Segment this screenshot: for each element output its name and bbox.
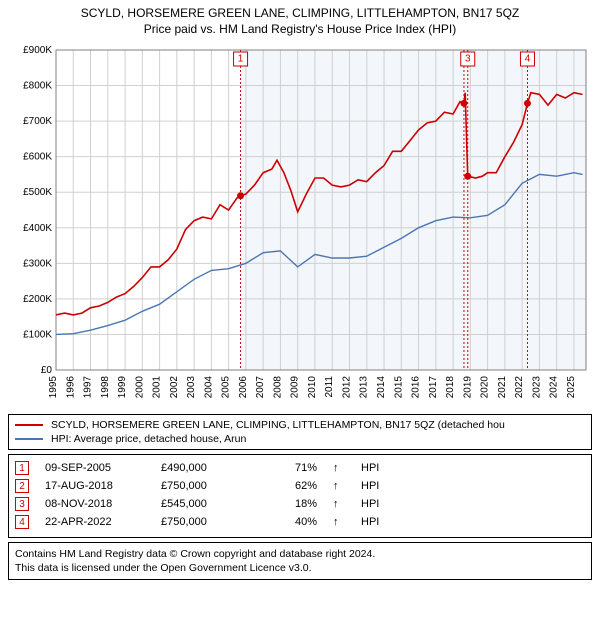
svg-text:2024: 2024 <box>549 376 560 399</box>
svg-text:2007: 2007 <box>255 376 266 399</box>
title-block: SCYLD, HORSEMERE GREEN LANE, CLIMPING, L… <box>8 6 592 36</box>
svg-text:2014: 2014 <box>376 376 387 399</box>
event-suffix: HPI <box>361 498 379 510</box>
svg-text:4: 4 <box>525 54 531 65</box>
event-row: 2 17-AUG-2018 £750,000 62% ↑ HPI <box>15 479 585 493</box>
svg-text:3: 3 <box>465 54 471 65</box>
event-marker: 1 <box>15 461 29 475</box>
svg-text:2004: 2004 <box>203 376 214 399</box>
svg-text:£600K: £600K <box>23 152 52 163</box>
svg-text:£900K: £900K <box>23 45 52 56</box>
svg-text:2005: 2005 <box>221 376 232 399</box>
legend-swatch-property <box>15 424 43 426</box>
svg-text:£800K: £800K <box>23 81 52 92</box>
page-container: SCYLD, HORSEMERE GREEN LANE, CLIMPING, L… <box>0 0 600 588</box>
event-row: 3 08-NOV-2018 £545,000 18% ↑ HPI <box>15 497 585 511</box>
event-date: 22-APR-2022 <box>45 516 145 528</box>
event-pct: 40% <box>267 516 317 528</box>
event-date: 08-NOV-2018 <box>45 498 145 510</box>
event-date: 17-AUG-2018 <box>45 480 145 492</box>
footer-line-2: This data is licensed under the Open Gov… <box>15 561 585 575</box>
event-row: 1 09-SEP-2005 £490,000 71% ↑ HPI <box>15 461 585 475</box>
svg-text:1997: 1997 <box>83 376 94 399</box>
svg-text:2025: 2025 <box>566 376 577 399</box>
svg-text:2009: 2009 <box>290 376 301 399</box>
event-pct: 18% <box>267 498 317 510</box>
svg-text:2013: 2013 <box>359 376 370 399</box>
footer-attribution: Contains HM Land Registry data © Crown c… <box>8 542 592 580</box>
svg-text:2002: 2002 <box>169 376 180 399</box>
svg-text:2011: 2011 <box>324 376 335 398</box>
event-price: £750,000 <box>161 516 251 528</box>
svg-text:£100K: £100K <box>23 329 52 340</box>
event-pct: 62% <box>267 480 317 492</box>
footer-line-1: Contains HM Land Registry data © Crown c… <box>15 547 585 561</box>
legend-row-hpi: HPI: Average price, detached house, Arun <box>15 433 585 445</box>
event-price: £490,000 <box>161 462 251 474</box>
arrow-up-icon: ↑ <box>333 462 345 474</box>
svg-text:2017: 2017 <box>428 376 439 399</box>
svg-text:£0: £0 <box>41 365 53 376</box>
svg-text:2021: 2021 <box>497 376 508 399</box>
arrow-up-icon: ↑ <box>333 498 345 510</box>
svg-text:2000: 2000 <box>134 376 145 399</box>
price-chart-svg: £0 £100K £200K £300K £400K £500K £600K £700K £80… <box>8 40 592 410</box>
svg-text:2022: 2022 <box>514 376 525 399</box>
svg-text:2018: 2018 <box>445 376 456 399</box>
svg-text:2020: 2020 <box>480 376 491 399</box>
event-suffix: HPI <box>361 462 379 474</box>
svg-text:£300K: £300K <box>23 258 52 269</box>
svg-text:2001: 2001 <box>152 376 163 399</box>
svg-text:2012: 2012 <box>341 376 352 399</box>
svg-text:2023: 2023 <box>531 376 542 399</box>
event-suffix: HPI <box>361 480 379 492</box>
legend-swatch-hpi <box>15 438 43 440</box>
event-price: £545,000 <box>161 498 251 510</box>
event-suffix: HPI <box>361 516 379 528</box>
legend-row-property: SCYLD, HORSEMERE GREEN LANE, CLIMPING, L… <box>15 419 585 431</box>
event-marker: 3 <box>15 497 29 511</box>
arrow-up-icon: ↑ <box>333 516 345 528</box>
svg-text:1996: 1996 <box>65 376 76 399</box>
svg-text:2006: 2006 <box>238 376 249 399</box>
event-row: 4 22-APR-2022 £750,000 40% ↑ HPI <box>15 515 585 529</box>
svg-text:1995: 1995 <box>48 376 59 399</box>
event-marker: 2 <box>15 479 29 493</box>
svg-text:£400K: £400K <box>23 223 52 234</box>
svg-text:2019: 2019 <box>462 376 473 399</box>
svg-text:1: 1 <box>238 54 244 65</box>
svg-text:2015: 2015 <box>393 376 404 399</box>
event-pct: 71% <box>267 462 317 474</box>
svg-text:1999: 1999 <box>117 376 128 399</box>
svg-text:2016: 2016 <box>411 376 422 399</box>
svg-text:£700K: £700K <box>23 116 52 127</box>
event-price: £750,000 <box>161 480 251 492</box>
arrow-up-icon: ↑ <box>333 480 345 492</box>
legend-label-property: SCYLD, HORSEMERE GREEN LANE, CLIMPING, L… <box>51 419 505 431</box>
legend-box: SCYLD, HORSEMERE GREEN LANE, CLIMPING, L… <box>8 414 592 450</box>
events-table: 1 09-SEP-2005 £490,000 71% ↑ HPI 2 17-AUG-2018 £… <box>8 454 592 538</box>
chart-title-sub: Price paid vs. HM Land Registry's House … <box>8 22 592 36</box>
svg-text:2003: 2003 <box>186 376 197 399</box>
chart-title-main: SCYLD, HORSEMERE GREEN LANE, CLIMPING, L… <box>8 6 592 20</box>
event-marker: 4 <box>15 515 29 529</box>
svg-text:2010: 2010 <box>307 376 318 399</box>
svg-text:1998: 1998 <box>100 376 111 399</box>
svg-text:£200K: £200K <box>23 294 52 305</box>
legend-label-hpi: HPI: Average price, detached house, Arun <box>51 433 246 445</box>
chart-area: £0 £100K £200K £300K £400K £500K £600K £700K £80… <box>8 40 592 410</box>
svg-text:£500K: £500K <box>23 187 52 198</box>
event-date: 09-SEP-2005 <box>45 462 145 474</box>
svg-text:2008: 2008 <box>272 376 283 399</box>
